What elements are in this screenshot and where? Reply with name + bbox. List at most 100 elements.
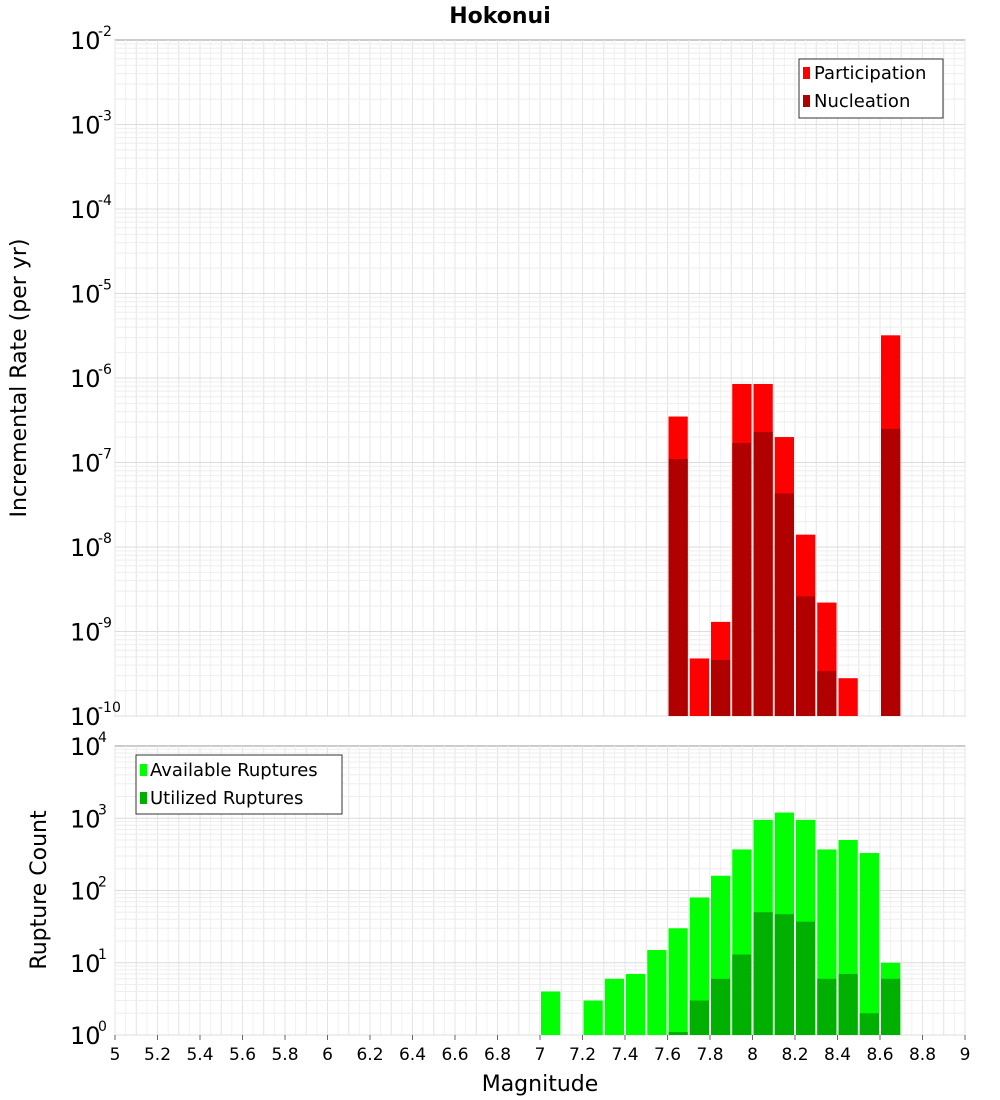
- x-tick-label: 5.4: [186, 1045, 213, 1065]
- y-tick-label: 10: [70, 365, 101, 393]
- x-tick-label: 8.8: [909, 1045, 936, 1065]
- rate-y-axis-label: Incremental Rate (per yr): [7, 239, 32, 518]
- participation-legend-swatch: [803, 67, 810, 79]
- y-tick-exponent: -4: [98, 193, 112, 209]
- nucleation-bar: [711, 659, 731, 716]
- available-ruptures-bar: [583, 1000, 603, 1035]
- y-tick-label: 10: [70, 112, 101, 140]
- y-tick-exponent: -6: [98, 362, 112, 378]
- participation-bar: [689, 658, 709, 716]
- y-tick-exponent: 0: [98, 1019, 107, 1035]
- x-tick-label: 8.6: [866, 1045, 893, 1065]
- x-tick-label: 6: [322, 1045, 333, 1065]
- utilized-legend-swatch: [140, 792, 147, 804]
- y-tick-exponent: -7: [98, 447, 112, 463]
- utilized-ruptures-bar: [881, 978, 901, 1035]
- rate-legend: Participation Nucleation: [798, 58, 944, 119]
- x-tick-label: 8.4: [824, 1045, 851, 1065]
- rate-bars: [668, 335, 901, 716]
- y-tick-label: 10: [70, 196, 101, 224]
- utilized-ruptures-bar: [796, 921, 816, 1035]
- participation-bar: [838, 678, 858, 716]
- rate-gridlines: [114, 40, 966, 717]
- x-tick-label: 5.8: [271, 1045, 298, 1065]
- rate-panel: 10-210-310-410-510-610-710-810-910-10 In…: [7, 24, 966, 731]
- y-tick-label: 10: [70, 878, 101, 906]
- utilized-ruptures-bar: [774, 914, 794, 1035]
- nucleation-legend-swatch: [803, 95, 810, 107]
- rupture-y-axis-label: Rupture Count: [27, 810, 52, 970]
- available-ruptures-bar: [604, 978, 624, 1035]
- y-tick-exponent: -5: [98, 278, 112, 294]
- rate-y-ticks: 10-210-310-410-510-610-710-810-910-10: [70, 24, 121, 731]
- y-tick-exponent: -9: [98, 616, 112, 632]
- available-ruptures-bar: [668, 928, 688, 1035]
- participation-legend-label: Participation: [814, 63, 926, 84]
- utilized-legend-label: Utilized Ruptures: [150, 788, 303, 809]
- available-legend-swatch: [140, 764, 147, 776]
- available-legend-label: Available Ruptures: [150, 760, 318, 781]
- nucleation-bar: [796, 596, 816, 716]
- magnitude-x-ticks: 5 5.2 5.4 5.6 5.8 6 6.2 6.4 6.6 6.8 7 7.2 7.4 7.6 7.8 8…: [110, 1035, 971, 1065]
- nucleation-bar: [881, 428, 901, 716]
- nucleation-bar: [817, 671, 837, 716]
- y-tick-label: 10: [70, 281, 101, 309]
- utilized-ruptures-bar: [711, 978, 731, 1035]
- nucleation-bar: [774, 493, 794, 716]
- y-tick-label: 10: [70, 1022, 101, 1050]
- y-tick-exponent: 4: [98, 730, 107, 746]
- x-tick-label: 5: [110, 1045, 121, 1065]
- rupture-legend-box: [135, 754, 343, 815]
- utilized-ruptures-bar: [817, 978, 837, 1035]
- y-tick-label: 10: [70, 733, 101, 761]
- x-tick-label: 6.2: [356, 1045, 383, 1065]
- nucleation-bar: [732, 443, 752, 716]
- x-tick-label: 7.2: [569, 1045, 596, 1065]
- y-tick-label: 10: [70, 27, 101, 55]
- x-tick-label: 8.2: [781, 1045, 808, 1065]
- y-tick-label: 10: [70, 450, 101, 478]
- magnitude-x-axis-label: Magnitude: [482, 1072, 599, 1097]
- x-tick-label: 7.6: [654, 1045, 681, 1065]
- utilized-ruptures-bar: [689, 1000, 709, 1035]
- rate-legend-box: [798, 58, 944, 119]
- y-tick-exponent: -2: [98, 24, 112, 40]
- x-tick-label: 7.4: [611, 1045, 638, 1065]
- rupture-bars: [541, 812, 901, 1035]
- available-ruptures-bar: [859, 853, 879, 1035]
- utilized-ruptures-bar: [753, 912, 773, 1035]
- nucleation-bar: [668, 459, 688, 716]
- y-tick-exponent: 2: [98, 875, 107, 891]
- y-tick-label: 10: [70, 950, 101, 978]
- x-tick-label: 8: [747, 1045, 758, 1065]
- x-tick-label: 9: [960, 1045, 971, 1065]
- available-ruptures-bar: [626, 973, 646, 1035]
- utilized-ruptures-bar: [838, 973, 858, 1035]
- y-tick-label: 10: [70, 703, 101, 731]
- x-tick-label: 6.6: [441, 1045, 468, 1065]
- y-tick-exponent: 3: [98, 802, 107, 818]
- utilized-ruptures-bar: [732, 954, 752, 1035]
- utilized-ruptures-bar: [668, 1032, 688, 1035]
- y-tick-exponent: 1: [98, 947, 107, 963]
- utilized-ruptures-bar: [859, 1013, 879, 1035]
- y-tick-label: 10: [70, 534, 101, 562]
- available-ruptures-bar: [647, 950, 667, 1035]
- y-tick-exponent: -8: [98, 531, 112, 547]
- nucleation-legend-label: Nucleation: [814, 91, 910, 112]
- available-ruptures-bar: [541, 991, 561, 1035]
- x-tick-label: 7.8: [696, 1045, 723, 1065]
- nucleation-bar: [753, 431, 773, 716]
- y-tick-exponent: -3: [98, 109, 112, 125]
- y-tick-exponent: -10: [98, 700, 121, 716]
- x-tick-label: 6.4: [399, 1045, 426, 1065]
- rupture-legend: Available Ruptures Utilized Ruptures: [135, 754, 343, 815]
- x-tick-label: 6.8: [484, 1045, 511, 1065]
- x-tick-label: 7: [535, 1045, 546, 1065]
- y-tick-label: 10: [70, 619, 101, 647]
- x-tick-label: 5.2: [144, 1045, 171, 1065]
- x-tick-label: 5.6: [229, 1045, 256, 1065]
